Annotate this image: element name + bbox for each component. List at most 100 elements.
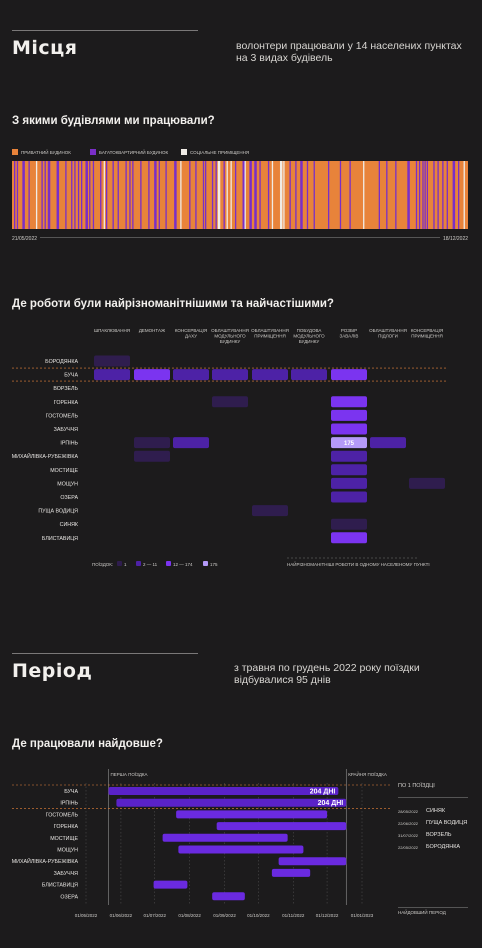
heatmap-column-label: БУДИНКУ [299,339,320,344]
stripe-mark [234,161,237,229]
gantt-row-label: МОЩУН [57,848,78,854]
heatmap-row-label: ГОРЕНКА [54,400,79,406]
stripe-mark [202,161,205,229]
heatmap-legend-note: НАЙРІЗНОМАНІТНІШІ РОБОТИ В ОДНОМУ НАСЕЛЕ… [287,560,430,567]
heatmap-cell [94,369,130,381]
stripe-mark [339,161,342,229]
gantt-bar [176,810,328,819]
heatmap-legend-swatch [203,561,208,566]
stripe-mark [254,161,257,229]
heatmap-cell [252,369,288,381]
one-trip-rule [398,797,468,798]
one-trip-place: ВОРЗЕЛЬ [426,832,452,838]
stripe-mark [433,161,435,229]
stripe-mark [395,161,397,229]
heatmap-legend-level: 1 [124,562,127,567]
gantt-bar-label: 204 ДНІ [310,789,336,796]
stripe-mark [283,161,285,229]
stripe-mark [22,161,25,229]
one-trip-place: ПУЩА ВОДИЦЯ [426,820,468,826]
stripe-mark [189,161,191,229]
gantt-bar [153,880,188,889]
stripe-mark [349,161,351,229]
works-heatmap: ШПАКЛЮВАННЯ ДЕМОНТАЖ КОНСЕРВАЦІЯДАХУОБЛАШТ… [12,328,448,567]
stripe-mark [279,161,283,229]
gantt-row-label: ОЗЕРА [60,894,78,900]
gantt-bar [116,798,347,807]
one-trip-date: 22/05/2022 [398,844,419,850]
heatmap-cell [173,369,209,381]
stripe-mark [165,161,167,229]
heatmap-column-label: ПОБУДОВА [297,328,322,333]
one-trip-place: БОРОДЯНКА [426,844,461,850]
one-trip-item: 31/07/2022 ВОРЗЕЛЬ [398,829,473,841]
gantt-tick-label: 01/07/2022 [143,913,166,918]
stripe-mark [132,161,134,229]
stripe-mark [103,161,105,229]
stripe-mark [56,161,60,229]
stripe-mark [422,161,424,229]
stripe-mark [259,161,261,229]
stripe-mark [242,161,246,229]
heatmap-column-label: ШПАКЛЮВАННЯ [94,328,130,333]
heatmap-cell [331,450,367,462]
works-question: Де роботи були найрізноманітнішими та на… [12,298,334,310]
heatmap-cell [331,437,367,449]
places-title: Місця [12,37,78,59]
stripe-mark [267,161,270,229]
buildings-question: З якими будівлями ми працювали? [12,115,215,127]
stripe-mark [463,161,465,229]
gantt-row-label: ЗАБУЧЧЯ [54,871,79,877]
heatmap-column-label: ОБЛАШТУВАННЯ [211,328,249,333]
heatmap-row-label: БЛИСТАВИЦЯ [42,536,78,542]
stripe-mark [85,161,88,229]
stripe-mark [89,161,91,229]
stripe-mark [16,161,19,229]
gantt-tick-label: 01/08/2022 [178,913,201,918]
one-trip-item: 28/05/2022 СИНЯК [398,805,473,817]
stripe-mark [415,161,418,229]
places-description: волонтери працювали у 14 населених пункт… [236,40,462,64]
legend-private-house: ПРИВАТНИЙ БУДИНОК [12,149,71,155]
stripe-mark [105,161,108,229]
stripe-mark [112,161,114,229]
building-type-stripes [12,161,468,229]
stripe-mark [81,161,83,229]
places-description-line1: волонтери працювали у 14 населених пункт… [236,40,462,52]
gantt-bar [271,868,311,877]
heatmap-row-label: БОРОДЯНКА [45,359,78,365]
stripe-mark [211,161,214,229]
heatmap-row-label: МИХАЙЛІВКА-РУБЕЖІВКА [12,452,79,460]
gantt-row-label: МИХАЙЛІВКА-РУБЕЖІВКА [12,857,79,865]
heatmap-cell [252,505,288,517]
heatmap-cell [370,437,406,449]
places-description-line2: на 3 видах будівель [236,52,333,64]
heatmap-legend-level: 175 [210,562,218,567]
heatmap-row-label: ВОРЗЕЛЬ [53,386,78,392]
heatmap-column-label: МОДУЛЬНОГО [214,334,246,339]
heatmap-column-label: РОЗБІР [341,328,357,333]
stripe-mark [244,161,246,229]
legend-apartment-swatch [90,149,96,155]
stripe-mark [92,161,95,229]
gantt-row-label: ІРПІНЬ [60,801,78,807]
gantt-tick-label: 01/10/2022 [247,913,270,918]
stripe-mark [117,161,119,229]
stripe-mark [363,161,365,229]
stripe-mark [100,161,102,229]
stripe-mark [424,161,426,229]
stripe-mark [74,161,76,229]
gantt-row-label: БУЧА [64,789,78,795]
stripes-axis [12,237,468,238]
gantt-bar [278,857,347,866]
stripe-mark [217,161,221,229]
stripe-mark [426,161,429,229]
stripe-mark [125,161,127,229]
gantt-row-label: ГОСТОМЕЛЬ [46,812,79,818]
heatmap-column-label: ОБЛАШТУВАННЯ [369,328,407,333]
heatmap-column-label: ДЕМОНТАЖ [139,328,166,333]
heatmap-column-label: ЗАВАЛІВ [340,334,359,339]
heatmap-cell [331,464,367,476]
heatmap-row-label: ІРПІНЬ [60,441,78,447]
stripe-mark [35,161,38,229]
